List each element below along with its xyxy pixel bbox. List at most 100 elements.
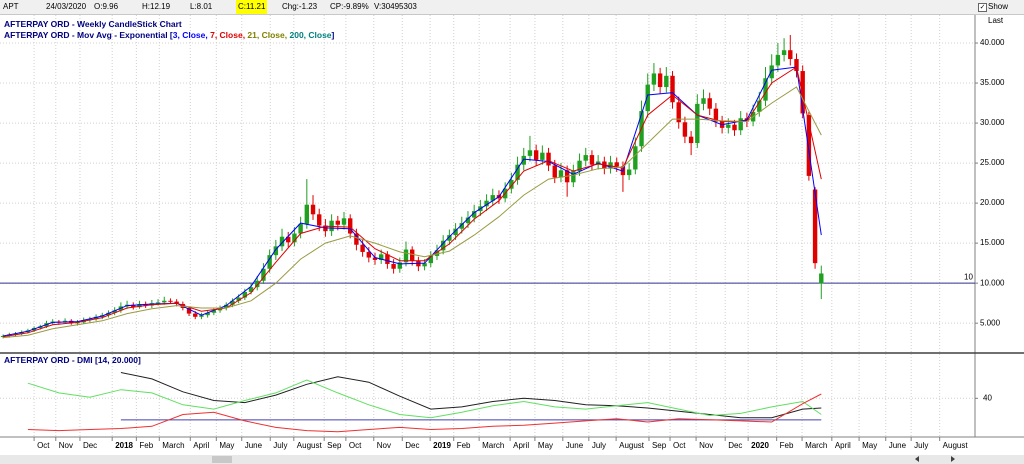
candle-body bbox=[788, 50, 793, 60]
candle-body bbox=[509, 179, 514, 189]
candle-body bbox=[794, 59, 799, 72]
candle-body bbox=[261, 268, 266, 281]
x-tick-label: March bbox=[482, 441, 504, 450]
candle-body bbox=[645, 84, 650, 112]
candle-body bbox=[310, 204, 316, 215]
low: L:8.01 bbox=[190, 2, 213, 11]
scrollbar[interactable] bbox=[0, 455, 1024, 464]
y-tick-label: 40.000 bbox=[980, 38, 1005, 47]
candle-body bbox=[286, 236, 291, 243]
candle-body bbox=[670, 75, 675, 103]
x-tick-label: Oct bbox=[673, 441, 686, 450]
horizontal-line-label: 10 bbox=[964, 272, 973, 281]
indicator-line bbox=[27, 393, 822, 433]
x-tick-label: 2020 bbox=[751, 441, 769, 450]
candle-body bbox=[428, 255, 433, 264]
candle-body bbox=[422, 263, 427, 267]
indicator-legend: AFTERPAY ORD - Mov Avg - Exponential [3,… bbox=[4, 30, 334, 40]
x-tick-label: Nov bbox=[699, 441, 713, 450]
candle-body bbox=[459, 223, 464, 229]
x-tick-label: Nov bbox=[377, 441, 391, 450]
candle-body bbox=[490, 195, 495, 201]
candle-body bbox=[168, 300, 173, 302]
candle-body bbox=[106, 312, 111, 316]
scroll-arrows[interactable] bbox=[915, 456, 955, 462]
legend-segment: 200, Close bbox=[289, 30, 332, 40]
candle-body bbox=[552, 165, 557, 178]
candle-body bbox=[546, 152, 551, 166]
x-tick-label: May bbox=[538, 441, 553, 450]
candle-body bbox=[236, 297, 241, 301]
candle-body bbox=[484, 200, 489, 207]
show-last-label[interactable]: Show Last bbox=[988, 2, 1009, 25]
candle-body bbox=[695, 103, 700, 144]
chart-title: AFTERPAY ORD - Weekly CandleStick Chart bbox=[4, 19, 182, 29]
candle-body bbox=[112, 310, 117, 313]
x-tick-label: Dec bbox=[728, 441, 742, 450]
candle-body bbox=[403, 249, 409, 263]
x-tick-label: Feb bbox=[457, 441, 471, 450]
candle-body bbox=[682, 122, 688, 137]
candle-body bbox=[248, 287, 254, 292]
candle-body bbox=[372, 257, 378, 260]
candle-body bbox=[453, 228, 458, 236]
candle-body bbox=[515, 164, 520, 180]
candle-body bbox=[242, 291, 248, 298]
change: Chg:-1.23 bbox=[282, 2, 318, 11]
x-tick-label: April bbox=[513, 441, 529, 450]
candle-body bbox=[298, 223, 303, 234]
x-tick-label: August bbox=[943, 441, 969, 450]
candle-body bbox=[440, 240, 446, 251]
candle-body bbox=[378, 254, 384, 260]
x-tick-label: Dec bbox=[405, 441, 419, 450]
y-tick-label: 10.000 bbox=[980, 278, 1005, 287]
candle-body bbox=[385, 254, 390, 264]
candle-body bbox=[329, 220, 334, 232]
candle-body bbox=[255, 280, 260, 288]
candle-body bbox=[267, 255, 272, 269]
candle-body bbox=[521, 155, 526, 165]
candle-body bbox=[812, 189, 818, 264]
x-tick-label: June bbox=[245, 441, 263, 450]
dmi-title: AFTERPAY ORD - DMI [14, 20.000] bbox=[4, 355, 141, 365]
y-tick-label: 25.000 bbox=[980, 158, 1005, 167]
x-tick-label: Feb bbox=[780, 441, 794, 450]
candle-body bbox=[781, 50, 787, 56]
candle-body bbox=[279, 236, 285, 247]
y-tick-label: 40 bbox=[983, 393, 992, 402]
show-last-checkbox[interactable]: ✓ bbox=[978, 3, 987, 12]
candle-body bbox=[676, 102, 681, 123]
high: H:12.19 bbox=[142, 2, 171, 11]
candle-body bbox=[657, 73, 663, 88]
candle-body bbox=[726, 124, 731, 128]
x-tick-label: Dec bbox=[83, 441, 97, 450]
candle-body bbox=[131, 304, 136, 308]
candle-body bbox=[199, 315, 204, 317]
candle-body bbox=[757, 100, 762, 112]
candle-body bbox=[540, 152, 545, 160]
scroll-thumb[interactable] bbox=[212, 456, 232, 463]
candle-body bbox=[800, 71, 805, 114]
candle-body bbox=[589, 155, 595, 165]
x-tick-label: 2019 bbox=[433, 441, 451, 450]
candle-body bbox=[304, 204, 310, 224]
x-tick-label: March bbox=[805, 441, 827, 450]
x-tick-label: March bbox=[162, 441, 184, 450]
candle-body bbox=[341, 218, 347, 225]
candle-body bbox=[664, 75, 669, 88]
volume: V:30495303 bbox=[374, 2, 417, 11]
candle-body bbox=[162, 300, 167, 303]
candle-body bbox=[205, 312, 210, 316]
x-tick-label: 2018 bbox=[115, 441, 133, 450]
candle-body bbox=[366, 251, 372, 258]
indicator-line bbox=[3, 86, 822, 339]
x-tick-label: May bbox=[219, 441, 234, 450]
x-tick-label: June bbox=[889, 441, 907, 450]
legend-segment: 3, Close, bbox=[172, 30, 211, 40]
open: O:9.96 bbox=[94, 2, 119, 11]
x-tick-label: April bbox=[835, 441, 851, 450]
legend-segment: 7, Close, bbox=[210, 30, 248, 40]
change-percent: CP:-9.89% bbox=[330, 2, 369, 11]
candle-body bbox=[391, 263, 396, 269]
